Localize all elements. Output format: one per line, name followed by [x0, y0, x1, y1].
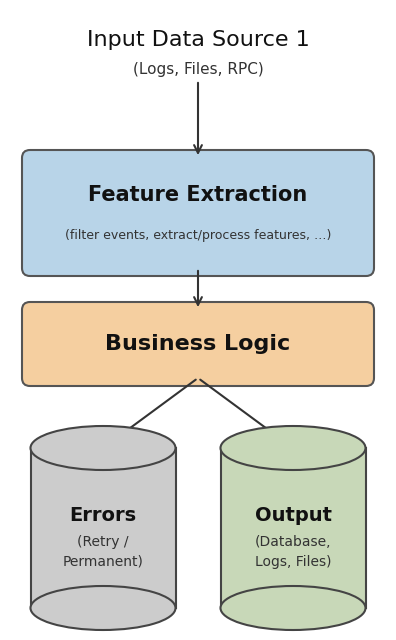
Text: (Retry /
Permanent): (Retry / Permanent) [63, 535, 143, 569]
Text: Input Data Source 1: Input Data Source 1 [87, 30, 309, 50]
Polygon shape [30, 448, 175, 608]
Ellipse shape [30, 586, 175, 630]
Text: (Logs, Files, RPC): (Logs, Files, RPC) [133, 62, 263, 77]
Text: (Database,
Logs, Files): (Database, Logs, Files) [255, 535, 331, 569]
Text: Business Logic: Business Logic [105, 334, 291, 354]
Text: (filter events, extract/process features, …): (filter events, extract/process features… [65, 228, 331, 241]
Text: Output: Output [255, 506, 331, 525]
Polygon shape [221, 448, 366, 608]
FancyBboxPatch shape [22, 302, 374, 386]
Text: Feature Extraction: Feature Extraction [88, 185, 308, 205]
Ellipse shape [30, 426, 175, 470]
Text: Errors: Errors [69, 506, 137, 525]
FancyBboxPatch shape [22, 150, 374, 276]
Ellipse shape [221, 426, 366, 470]
Ellipse shape [221, 586, 366, 630]
